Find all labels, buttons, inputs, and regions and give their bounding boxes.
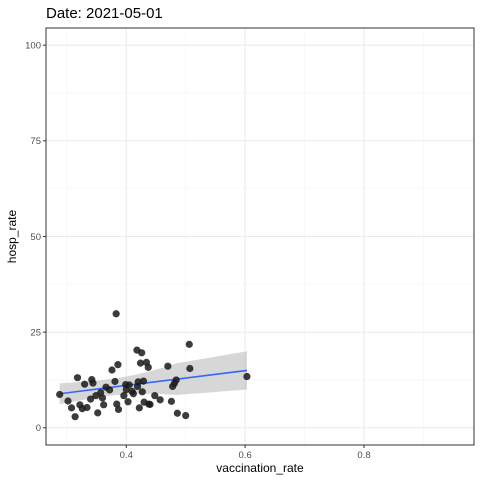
data-point: [138, 388, 146, 396]
data-point: [156, 396, 164, 404]
data-point: [124, 398, 132, 406]
data-point: [89, 379, 97, 387]
data-point: [111, 377, 119, 386]
data-point: [125, 381, 133, 389]
y-tick-label: 0: [36, 423, 41, 434]
data-point: [56, 390, 64, 399]
data-point: [173, 409, 181, 417]
trend-line-layer: [59, 369, 248, 395]
trend-line: [59, 369, 248, 395]
data-point: [135, 404, 143, 412]
data-point: [98, 394, 107, 402]
data-point: [138, 349, 146, 357]
data-point: [112, 310, 120, 318]
data-point: [139, 377, 148, 385]
data-point: [114, 361, 122, 369]
data-point: [108, 366, 116, 374]
x-axis-ticks: 0.4 0.6 0.8: [120, 445, 371, 461]
x-axis-title: vaccination_rate: [216, 461, 304, 475]
data-point: [67, 404, 76, 412]
data-point: [144, 363, 152, 371]
chart-title: Date: 2021-05-01: [46, 5, 163, 22]
data-point: [134, 378, 142, 386]
data-point: [71, 413, 79, 421]
data-point: [186, 364, 194, 373]
data-point: [146, 400, 154, 409]
data-point: [182, 411, 190, 420]
data-point: [100, 401, 108, 409]
data-point: [94, 409, 102, 417]
x-tick-label: 0.4: [120, 450, 133, 461]
data-point: [151, 392, 159, 400]
data-point: [64, 397, 72, 405]
points-layer: [56, 310, 251, 421]
y-tick-label: 25: [30, 327, 41, 338]
data-point: [114, 405, 123, 414]
data-point: [243, 372, 251, 381]
data-point: [86, 395, 95, 403]
data-point: [81, 380, 89, 388]
data-point: [185, 340, 193, 348]
data-point: [106, 386, 114, 394]
x-tick-label: 0.6: [239, 450, 252, 461]
data-point: [129, 390, 137, 398]
y-tick-label: 75: [30, 136, 41, 147]
data-point: [167, 397, 176, 405]
x-tick-label: 0.8: [357, 450, 370, 461]
data-point: [73, 374, 82, 382]
data-point: [83, 403, 91, 412]
y-tick-label: 50: [30, 232, 41, 243]
y-axis-ticks: 0 25 50 75 100: [25, 41, 46, 434]
y-tick-label: 100: [25, 41, 41, 52]
data-point: [172, 376, 180, 384]
data-point: [136, 359, 145, 367]
y-axis-title: hosp_rate: [5, 209, 19, 263]
data-point: [120, 392, 128, 400]
data-point: [164, 362, 172, 370]
